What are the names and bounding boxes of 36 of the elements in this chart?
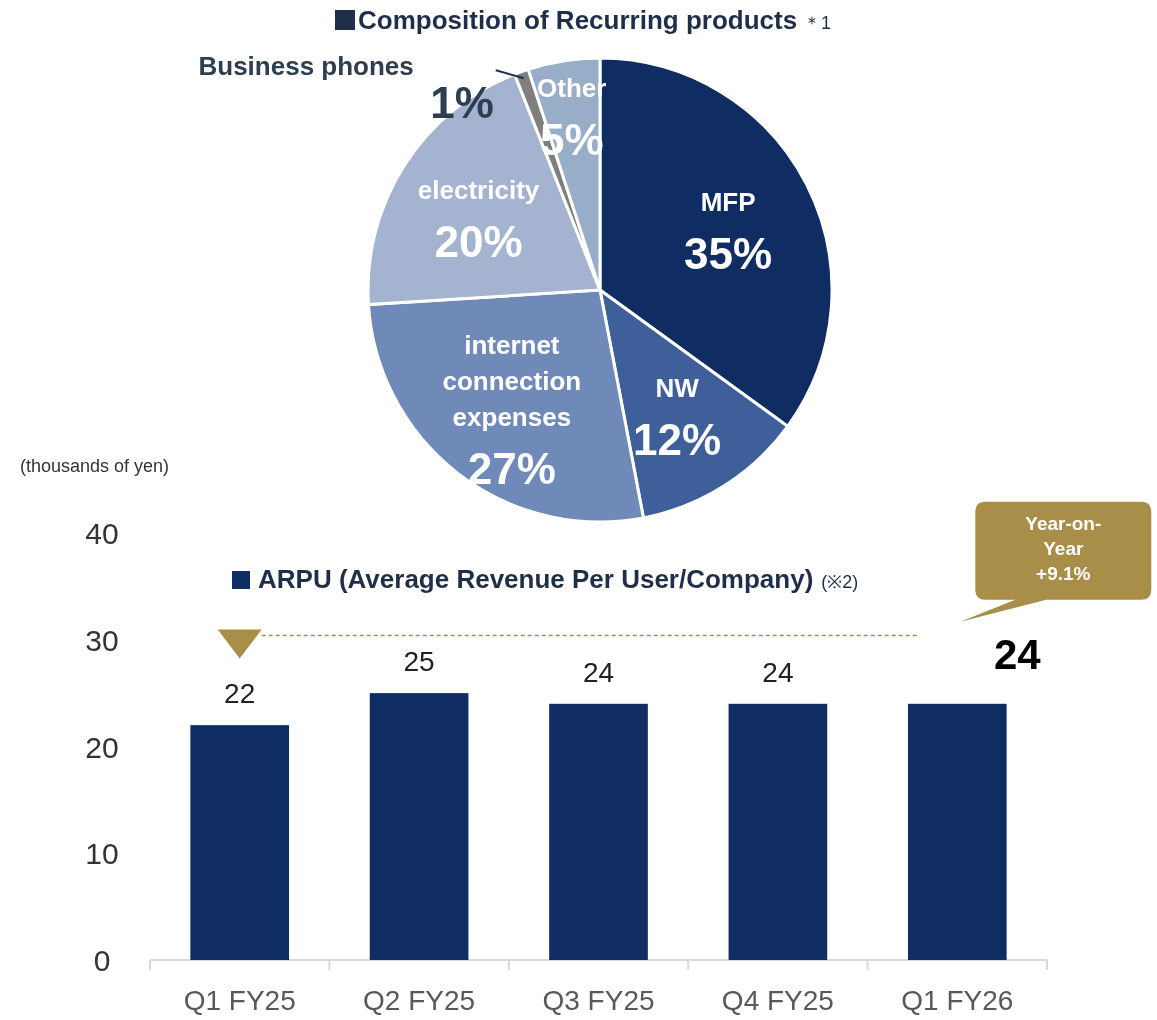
data-label: 24 <box>762 656 794 688</box>
data-label: 35% <box>684 228 773 278</box>
y-axis-title: (thousands of yen) <box>20 456 170 476</box>
data-label: 22 <box>224 678 256 710</box>
slice-label: MFP <box>700 186 756 217</box>
y-tick-label: 30 <box>85 623 119 657</box>
x-tick-label: Q3 FY25 <box>542 985 655 1016</box>
data-label: 1% <box>430 78 494 128</box>
bar <box>190 725 290 960</box>
text: ＊1 <box>803 13 832 33</box>
y-tick-label: 40 <box>85 517 119 550</box>
bar <box>728 703 828 960</box>
y-tick-label: 20 <box>85 730 119 764</box>
text: Year-on-Year +9.1% <box>1025 512 1102 584</box>
bar <box>907 703 1007 960</box>
slice-label: Business phones <box>198 51 414 82</box>
y-tick-label: 0 <box>93 944 111 977</box>
slice-label: NW <box>655 373 700 404</box>
x-tick-label: Q4 FY25 <box>721 985 834 1016</box>
data-label: 27% <box>467 443 556 493</box>
y-tick-label: 10 <box>85 837 119 871</box>
slice-label: internet connection expenses <box>442 329 582 432</box>
data-label: 25 <box>403 646 435 678</box>
data-label: 24 <box>582 656 615 688</box>
slice-label: electricity <box>417 174 540 205</box>
data-label: 24 <box>993 630 1042 678</box>
data-label: 12% <box>633 415 722 465</box>
text: ARPU (Average Revenue Per User/Company) <box>258 564 814 594</box>
x-tick-label: Q1 FY26 <box>901 985 1014 1016</box>
bar <box>369 693 469 960</box>
data-label: 20% <box>434 216 523 266</box>
annotation: (※2) <box>821 572 859 592</box>
x-tick-label: Q2 FY25 <box>363 985 476 1016</box>
x-tick-label: Q1 FY25 <box>183 985 296 1016</box>
chart-title: Composition of Recurring products <box>358 5 798 35</box>
bar <box>549 703 648 960</box>
